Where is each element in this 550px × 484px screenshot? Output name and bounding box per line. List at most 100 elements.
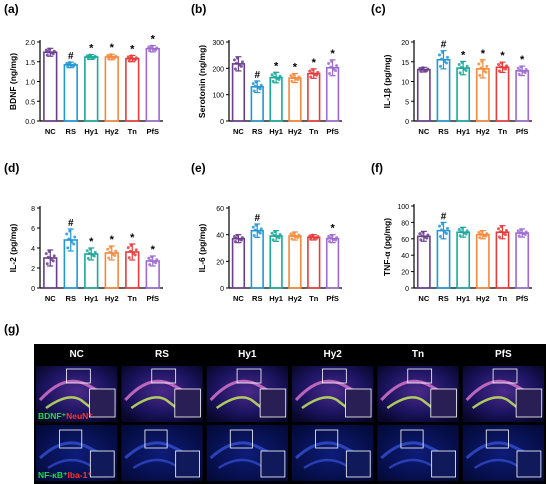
tile-bdnf-Hy2 — [292, 366, 374, 422]
star-annotation: * — [130, 232, 135, 244]
bar-Hy2 — [288, 77, 302, 122]
data-point — [440, 57, 443, 61]
data-point — [457, 228, 461, 232]
bar-NC — [231, 63, 246, 122]
data-point — [524, 68, 528, 72]
data-point — [87, 55, 91, 59]
x-tick-label: PfS — [146, 294, 159, 303]
data-point — [443, 230, 446, 234]
label-bdnf: BDNF⁺ — [38, 411, 67, 421]
data-point — [478, 73, 482, 77]
tile-bdnf-PfS — [462, 366, 544, 422]
data-point — [155, 258, 159, 262]
data-point — [111, 252, 115, 256]
data-point — [485, 232, 489, 236]
y-axis-label: IL-1β (pg/mg) — [382, 54, 392, 108]
data-point — [254, 223, 258, 227]
inset-box-small — [229, 429, 253, 449]
inset-box-large — [431, 450, 456, 478]
data-point — [292, 72, 296, 76]
tile-nfkb-PfS — [462, 425, 544, 481]
data-point — [66, 65, 70, 69]
data-point — [47, 250, 51, 254]
data-point — [524, 230, 528, 234]
tile-nfkb-NC — [36, 425, 118, 481]
hash-annotation: # — [68, 218, 74, 229]
data-point — [438, 224, 441, 228]
data-point — [232, 58, 236, 62]
inset-box-small — [236, 368, 262, 384]
data-point — [87, 251, 91, 255]
x-tick-label: Tn — [498, 294, 508, 303]
microscopy-background — [34, 344, 546, 484]
data-point — [129, 54, 133, 58]
data-point — [517, 72, 521, 76]
x-tick-label: Hy2 — [476, 294, 490, 303]
y-tick-label: 2 — [31, 266, 35, 273]
data-point — [316, 235, 320, 239]
y-tick-label: 20 — [401, 270, 409, 277]
data-point — [446, 55, 449, 59]
inset-box-small — [151, 368, 177, 384]
data-point — [46, 255, 50, 259]
data-point — [519, 65, 523, 69]
data-point — [85, 249, 89, 253]
data-point — [294, 77, 298, 81]
data-point — [332, 67, 336, 71]
data-point — [316, 70, 320, 74]
data-point — [235, 233, 239, 237]
x-tick-label: NC — [418, 294, 429, 303]
inset-box-small — [407, 368, 433, 384]
data-point — [251, 225, 255, 229]
x-tick-label: Tn — [128, 127, 138, 136]
tile-bdnf-Hy1 — [206, 366, 288, 422]
bar-Tn — [307, 72, 321, 122]
data-point — [45, 262, 49, 266]
panel-label-b: (b) — [191, 2, 207, 16]
data-point — [335, 236, 339, 240]
data-point — [443, 59, 446, 63]
inset-box-small — [485, 429, 509, 449]
x-tick-label: PfS — [326, 294, 339, 303]
data-point — [308, 69, 312, 73]
data-point — [480, 60, 484, 64]
data-point — [441, 50, 444, 54]
tile-nfkb-Hy2 — [292, 425, 374, 481]
data-point — [127, 59, 131, 63]
data-point — [311, 68, 315, 72]
column-header-Tn: Tn — [412, 349, 424, 360]
x-tick-label: Hy1 — [456, 127, 470, 136]
star-annotation: * — [293, 62, 298, 74]
y-tick-label: 0.0 — [25, 119, 35, 126]
data-point — [150, 44, 154, 48]
y-tick-label: 60 — [216, 206, 224, 213]
star-annotation: * — [130, 43, 135, 55]
bar-Hy2 — [288, 235, 302, 289]
data-point — [328, 71, 332, 75]
data-point — [232, 235, 236, 239]
data-point — [240, 236, 244, 240]
column-header-Hy1: Hy1 — [238, 349, 257, 360]
data-point — [502, 231, 505, 235]
data-point — [420, 67, 424, 71]
inset-box-large — [345, 388, 372, 418]
data-point — [114, 54, 118, 58]
data-point — [67, 237, 71, 241]
x-tick-label: RS — [252, 127, 262, 136]
data-point — [152, 260, 156, 264]
data-point — [505, 228, 508, 232]
y-tick-label: 20 — [216, 259, 224, 266]
data-point — [418, 232, 422, 236]
data-point — [254, 80, 258, 84]
data-point — [519, 228, 523, 232]
data-point — [148, 49, 152, 53]
y-tick-label: 2.0 — [25, 40, 35, 47]
bar-PfS — [515, 232, 530, 289]
data-point — [251, 82, 255, 86]
x-tick-label: Tn — [498, 127, 508, 136]
data-point — [73, 62, 77, 66]
data-point — [70, 240, 74, 244]
data-point — [278, 233, 282, 237]
inset-box-large — [260, 450, 286, 478]
x-tick-label: RS — [438, 294, 448, 303]
